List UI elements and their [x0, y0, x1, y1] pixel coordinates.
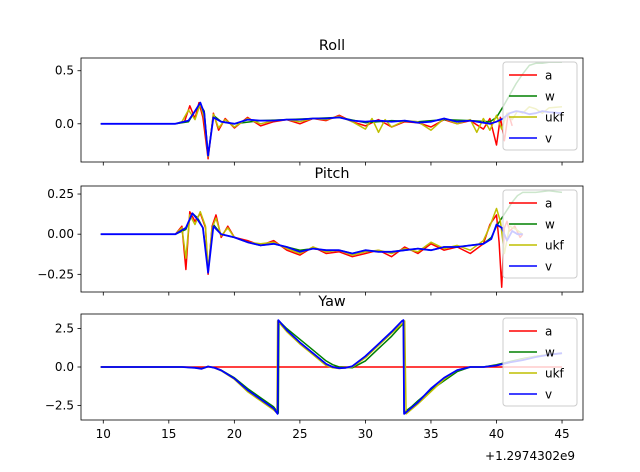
x-tick-label: 10 — [96, 427, 111, 441]
subplot-yaw: 2.5 0.0 −2.5 10 15 20 25 30 35 40 45 Yaw aw ukf v — [45, 294, 584, 441]
subplots: 0.50.0Rollawukfv0.250.00−0.25Pitchawukfv… — [37, 38, 584, 441]
y-tick-label: −0.25 — [37, 267, 74, 281]
legend-label-v: v — [545, 260, 552, 274]
legend-label-a: a — [545, 197, 552, 211]
series-line-a — [100, 101, 513, 160]
x-tick-label: 40 — [489, 427, 504, 441]
legend-box — [502, 61, 578, 151]
legend-label-w: w — [545, 218, 555, 232]
legend-label-w: w — [545, 90, 555, 104]
legend: aw ukf v — [502, 61, 578, 151]
x-tick-label: 45 — [554, 427, 569, 441]
plot-frame — [80, 185, 584, 293]
series-line-v — [100, 212, 523, 274]
x-tick-label: 35 — [423, 427, 438, 441]
x-offset-label: +1.2974302e9 — [485, 449, 575, 463]
subplot-title: Pitch — [314, 166, 349, 182]
y-tick-label: −2.5 — [45, 398, 74, 412]
legend-label-ukf: ukf — [545, 239, 565, 253]
x-tick-label: 25 — [292, 427, 307, 441]
y-tick-label: 0.0 — [55, 117, 74, 131]
legend-label-a: a — [545, 325, 552, 339]
legend-box — [502, 317, 578, 407]
y-tick-label: 0.0 — [55, 360, 74, 374]
y-tick-label: 0.5 — [55, 64, 74, 78]
series-line-v — [100, 319, 563, 415]
y-tick-label: 0.25 — [47, 187, 74, 201]
legend-label-ukf: ukf — [545, 367, 565, 381]
subplot-title: Yaw — [317, 294, 346, 310]
plot-frame — [80, 57, 584, 163]
legend-label-w: w — [545, 346, 555, 360]
x-tick-label: 15 — [161, 427, 176, 441]
series-lines — [100, 319, 563, 415]
legend: aw ukf v — [502, 317, 578, 407]
subplot-pitch: 0.25 0.00 −0.25 Pitch aw ukf v — [37, 166, 584, 296]
y-tick-label: 2.5 — [55, 322, 74, 336]
subplot-title: Roll — [319, 38, 345, 54]
x-tick-label: 20 — [227, 427, 242, 441]
legend-label-a: a — [545, 69, 552, 83]
legend: aw ukf v — [502, 189, 578, 279]
x-tick-label: 30 — [358, 427, 373, 441]
legend-label-v: v — [545, 132, 552, 146]
legend-label-ukf: ukf — [545, 111, 565, 125]
subplot-roll: 0.5 0.0 Roll aw ukf v — [55, 38, 584, 166]
legend-label-v: v — [545, 388, 552, 402]
y-tick-label: 0.00 — [47, 227, 74, 241]
legend-box — [502, 189, 578, 279]
